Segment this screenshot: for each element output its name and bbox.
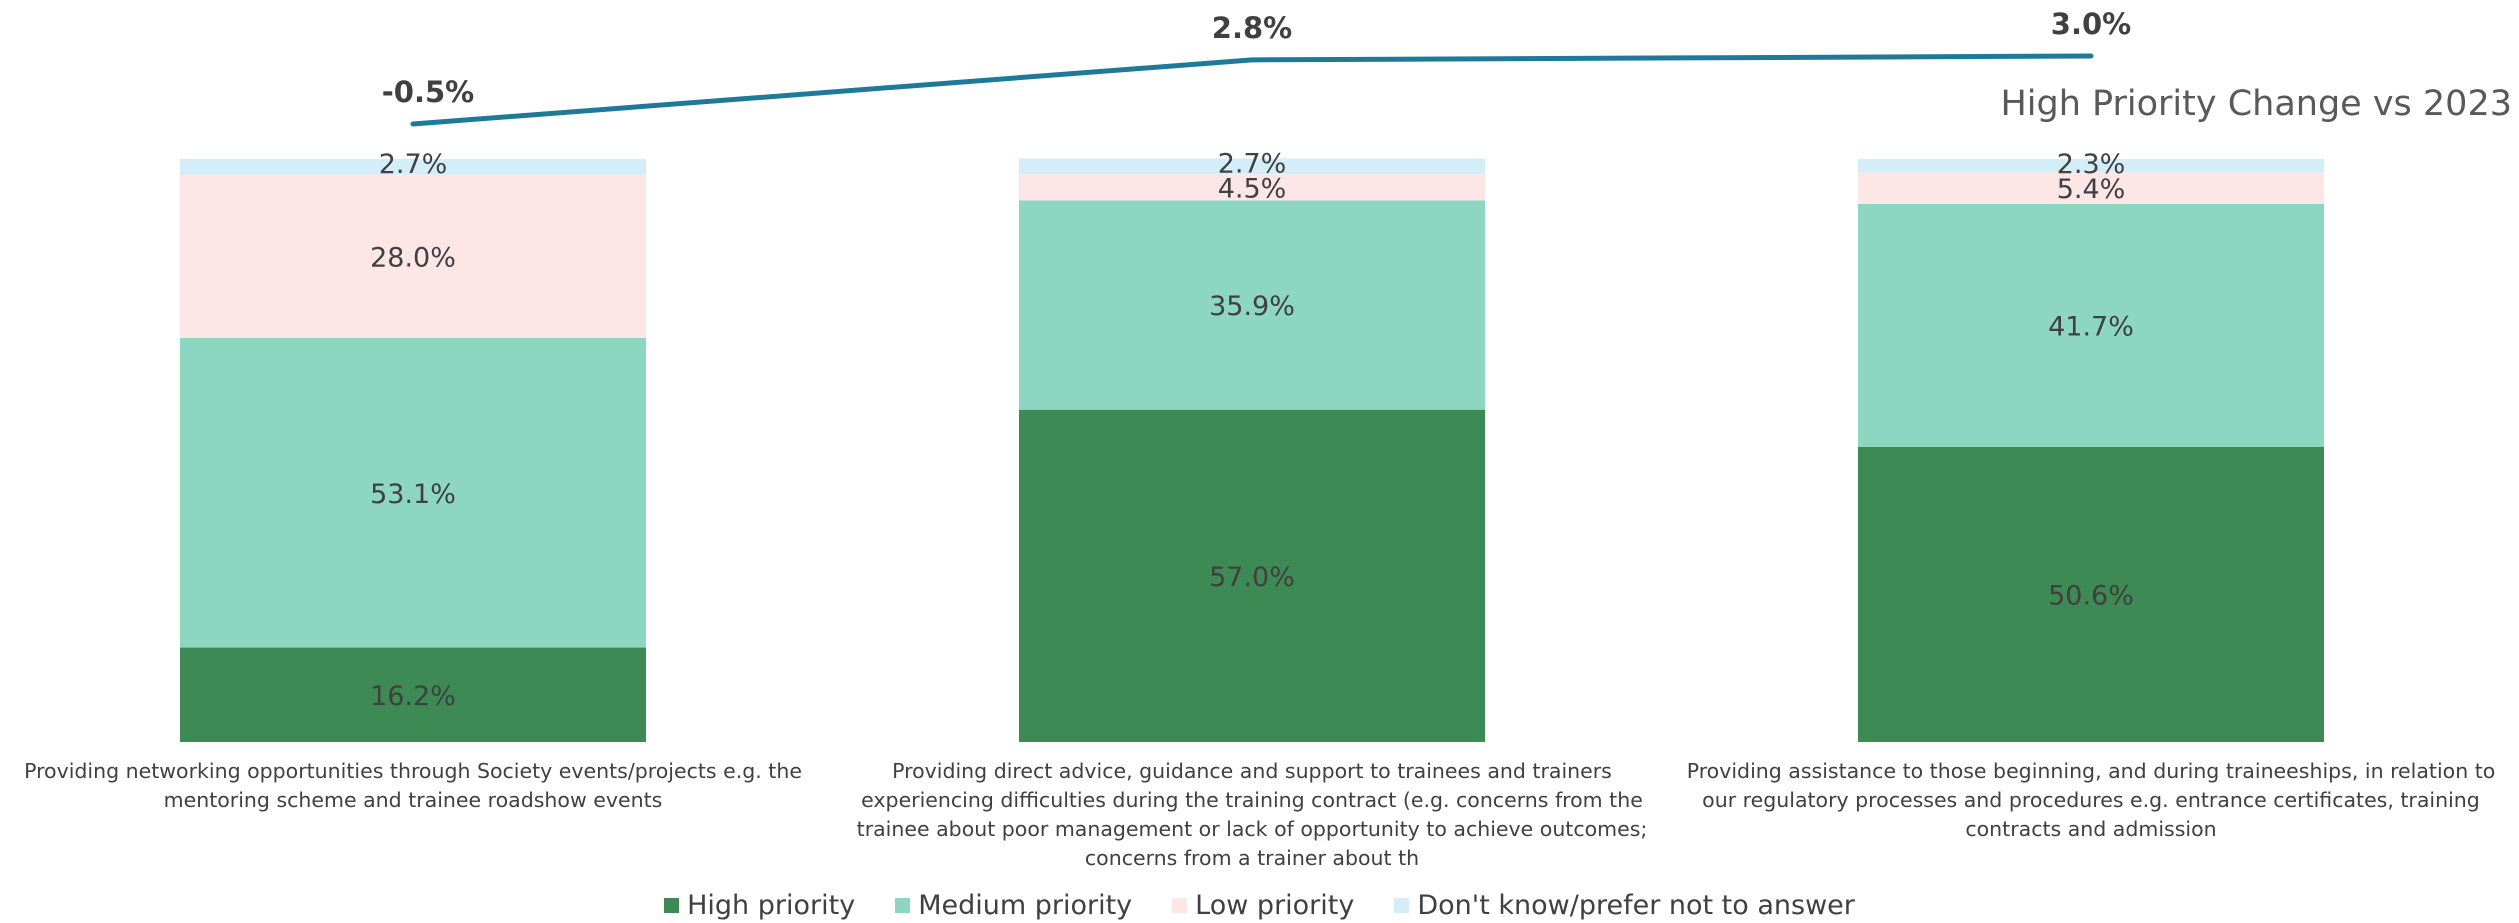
change-line-name: High Priority Change vs 2023	[2000, 84, 2512, 124]
chart-legend: High priority Medium priority Low priority…	[0, 890, 2519, 921]
bar-segment-low-priority-2	[1019, 174, 1485, 201]
bar-segment-medium-priority-2	[1019, 200, 1485, 410]
data-label-don-t-know-prefer-not-to-answer-3: 2.3%	[2057, 149, 2126, 180]
data-label-medium-priority-3: 41.7%	[2048, 311, 2134, 342]
legend-swatch	[1394, 898, 1410, 913]
legend-item: Don't know/prefer not to answer	[1394, 890, 1855, 921]
legend-label: Medium priority	[918, 890, 1133, 921]
change-line	[410, 53, 2094, 127]
data-label-low-priority-3: 5.4%	[2057, 174, 2126, 205]
change-label-3: 3.0%	[2051, 7, 2131, 41]
data-label-medium-priority-2: 35.9%	[1209, 291, 1295, 322]
legend-item: Medium priority	[895, 890, 1132, 921]
category-label-3: Providing assistance to those beginning,…	[1686, 759, 2496, 841]
bar-segment-don-t-know-prefer-not-to-answer-2	[1019, 158, 1485, 175]
data-label-low-priority-2: 4.5%	[1218, 173, 1287, 204]
data-label-high-priority-3: 50.6%	[2048, 581, 2134, 612]
legend-label: Low priority	[1195, 890, 1355, 921]
legend-item: Low priority	[1172, 890, 1354, 921]
data-label-high-priority-1: 16.2%	[370, 681, 456, 712]
category-label-1: Providing networking opportunities throu…	[24, 759, 802, 812]
legend-label: Don't know/prefer not to answer	[1417, 890, 1855, 921]
bar-segment-medium-priority-3	[1858, 203, 2324, 448]
legend-item: High priority	[664, 890, 855, 921]
bar-segment-don-t-know-prefer-not-to-answer-1	[180, 159, 646, 175]
data-label-don-t-know-prefer-not-to-answer-2: 2.7%	[1218, 148, 1287, 179]
data-label-medium-priority-1: 53.1%	[370, 479, 456, 510]
bar-segment-low-priority-1	[180, 174, 646, 338]
legend-label: High priority	[687, 890, 856, 921]
bar-segment-medium-priority-1	[180, 337, 646, 648]
legend-swatch	[1172, 898, 1188, 913]
change-label-2: 2.8%	[1212, 11, 1292, 45]
legend-swatch	[895, 898, 911, 913]
bar-segment-high-priority-3	[1858, 447, 2324, 742]
bar-segment-don-t-know-prefer-not-to-answer-3	[1858, 159, 2324, 173]
data-label-high-priority-2: 57.0%	[1209, 562, 1295, 593]
data-label-don-t-know-prefer-not-to-answer-1: 2.7%	[379, 149, 448, 180]
change-label-1: -0.5%	[382, 75, 474, 109]
legend-swatch	[664, 898, 680, 913]
bar-segment-high-priority-1	[180, 647, 646, 742]
category-label-2: Providing direct advice, guidance and su…	[856, 759, 1648, 870]
data-label-low-priority-1: 28.0%	[370, 242, 456, 273]
bar-segment-low-priority-3	[1858, 172, 2324, 204]
bar-segment-high-priority-2	[1019, 409, 1485, 742]
